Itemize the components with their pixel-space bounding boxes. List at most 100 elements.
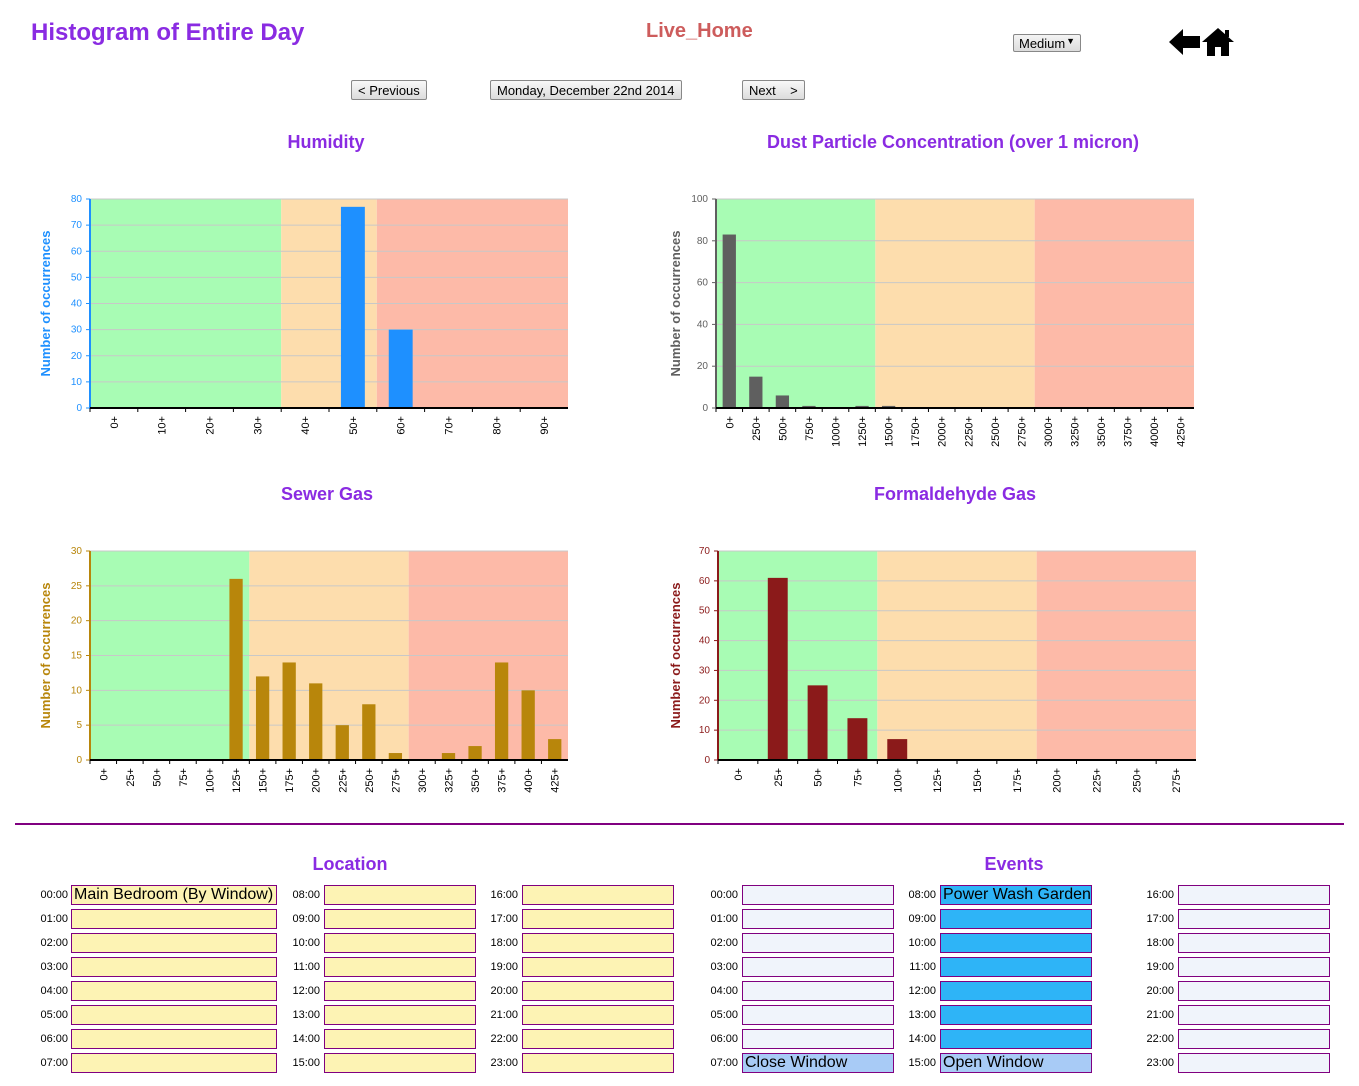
bar	[468, 746, 482, 760]
x-tick-label: 250+	[751, 416, 763, 441]
event-slot-field[interactable]	[742, 1029, 894, 1049]
x-tick-label: 0+	[733, 768, 745, 781]
size-select[interactable]: Medium ▼	[1013, 34, 1081, 52]
event-slot-field[interactable]	[940, 957, 1092, 977]
humidity-chart: 0 10 20 30 40 50 60 70 80 0+ 10+ 20+ 30+ 40+ 50+ 60+ 70+…	[38, 194, 568, 435]
previous-button[interactable]: < Previous	[351, 80, 427, 100]
y-axis-label: Number of occurrences	[38, 583, 53, 729]
event-slot-field[interactable]	[742, 933, 894, 953]
event-slot-field[interactable]	[940, 933, 1092, 953]
location-slot-field[interactable]	[324, 957, 476, 977]
next-button[interactable]: Next >	[742, 80, 805, 100]
event-slot-field[interactable]	[1178, 885, 1330, 905]
location-time-label: 15:00	[292, 1057, 320, 1069]
x-tick-label: 70+	[444, 416, 456, 435]
x-tick-label: 425+	[550, 768, 562, 793]
location-slot-field[interactable]	[71, 909, 277, 929]
event-slot-field[interactable]: Open Window	[940, 1053, 1092, 1073]
event-time-label: 04:00	[710, 985, 738, 997]
x-tick-label: 3250+	[1070, 416, 1082, 447]
x-tick-label: 3750+	[1123, 416, 1135, 447]
y-tick-label: 15	[71, 651, 83, 662]
event-slot-field[interactable]	[742, 885, 894, 905]
event-slot-field[interactable]: Close Window	[742, 1053, 894, 1073]
y-tick-label: 0	[704, 755, 710, 766]
chart-title-formaldehyde: Formaldehyde Gas	[873, 484, 1037, 504]
location-slot-field[interactable]	[324, 909, 476, 929]
bar	[802, 405, 816, 408]
event-slot-field[interactable]	[940, 1005, 1092, 1025]
location-slot-field[interactable]: Main Bedroom (By Window)	[71, 885, 277, 905]
event-slot-field[interactable]	[1178, 981, 1330, 1001]
location-slot-field[interactable]	[522, 957, 674, 977]
home-icon[interactable]	[1202, 28, 1234, 56]
y-tick-label: 40	[699, 636, 711, 647]
y-axis-label: Number of occurrences	[668, 231, 683, 377]
location-slot-field[interactable]	[324, 981, 476, 1001]
event-slot-field[interactable]	[1178, 933, 1330, 953]
location-title: Location	[312, 854, 388, 874]
event-slot-field[interactable]	[1178, 1029, 1330, 1049]
event-time-label: 09:00	[908, 913, 936, 925]
location-time-label: 11:00	[293, 961, 320, 973]
location-slot-field[interactable]	[71, 933, 277, 953]
date-button[interactable]: Monday, December 22nd 2014	[490, 80, 682, 100]
event-time-label: 21:00	[1146, 1009, 1174, 1021]
x-tick-label: 125+	[231, 768, 243, 793]
event-slot-field[interactable]	[742, 981, 894, 1001]
event-slot-field[interactable]	[940, 981, 1092, 1001]
location-slot-field[interactable]	[71, 1005, 277, 1025]
y-tick-label: 60	[71, 246, 83, 257]
event-slot-field[interactable]	[742, 957, 894, 977]
event-slot-field[interactable]: Power Wash Garden Wall	[940, 885, 1092, 905]
location-slot-field[interactable]	[324, 1005, 476, 1025]
event-slot-field[interactable]	[940, 909, 1092, 929]
event-time-label: 06:00	[710, 1033, 738, 1045]
bar	[767, 577, 788, 760]
x-tick-label: 10+	[157, 416, 169, 435]
location-slot-field[interactable]	[71, 1029, 277, 1049]
location-slot-field[interactable]	[522, 1029, 674, 1049]
location-slot-field[interactable]	[522, 1053, 674, 1073]
event-slot-field[interactable]	[1178, 909, 1330, 929]
location-slot-field[interactable]	[71, 1053, 277, 1073]
location-slot-field[interactable]	[522, 933, 674, 953]
location-slot-field[interactable]	[522, 1005, 674, 1025]
location-time-label: 05:00	[40, 1009, 68, 1021]
y-tick-label: 70	[71, 220, 83, 231]
bar	[335, 725, 349, 760]
event-slot-field[interactable]	[1178, 1005, 1330, 1025]
event-slot-field[interactable]	[742, 1005, 894, 1025]
event-slot-field[interactable]	[1178, 1053, 1330, 1073]
bar	[309, 683, 323, 760]
location-slot-field[interactable]	[324, 885, 476, 905]
y-tick-label: 20	[697, 361, 709, 372]
event-time-label: 00:00	[710, 889, 738, 901]
back-arrow-icon[interactable]	[1169, 28, 1201, 56]
zone-orange	[875, 199, 1035, 408]
location-slot-field[interactable]	[324, 1029, 476, 1049]
location-slot-field[interactable]	[71, 957, 277, 977]
y-tick-label: 80	[697, 236, 709, 247]
y-tick-label: 60	[697, 278, 709, 289]
x-tick-label: 25+	[125, 768, 137, 787]
location-slot-field[interactable]	[522, 909, 674, 929]
y-tick-label: 5	[76, 720, 82, 731]
event-slot-field[interactable]	[742, 909, 894, 929]
location-slot-field[interactable]	[522, 885, 674, 905]
x-tick-label: 75+	[178, 768, 190, 787]
bar	[881, 405, 896, 408]
location-slot-field[interactable]	[71, 981, 277, 1001]
x-tick-label: 2250+	[963, 416, 975, 447]
y-tick-label: 40	[71, 299, 83, 310]
location-slot-field[interactable]	[324, 933, 476, 953]
location-slot-field[interactable]	[522, 981, 674, 1001]
location-slot-field[interactable]	[324, 1053, 476, 1073]
x-tick-label: 200+	[1052, 768, 1064, 793]
formaldehyde-chart: 0 10 20 30 40 50 60 70 0+ 25+ 50+ 75+ 100+ 125+ 150+ 17…	[668, 546, 1196, 793]
bar	[362, 704, 376, 760]
event-slot-field[interactable]	[940, 1029, 1092, 1049]
location-time-label: 08:00	[292, 889, 320, 901]
event-slot-field[interactable]	[1178, 957, 1330, 977]
